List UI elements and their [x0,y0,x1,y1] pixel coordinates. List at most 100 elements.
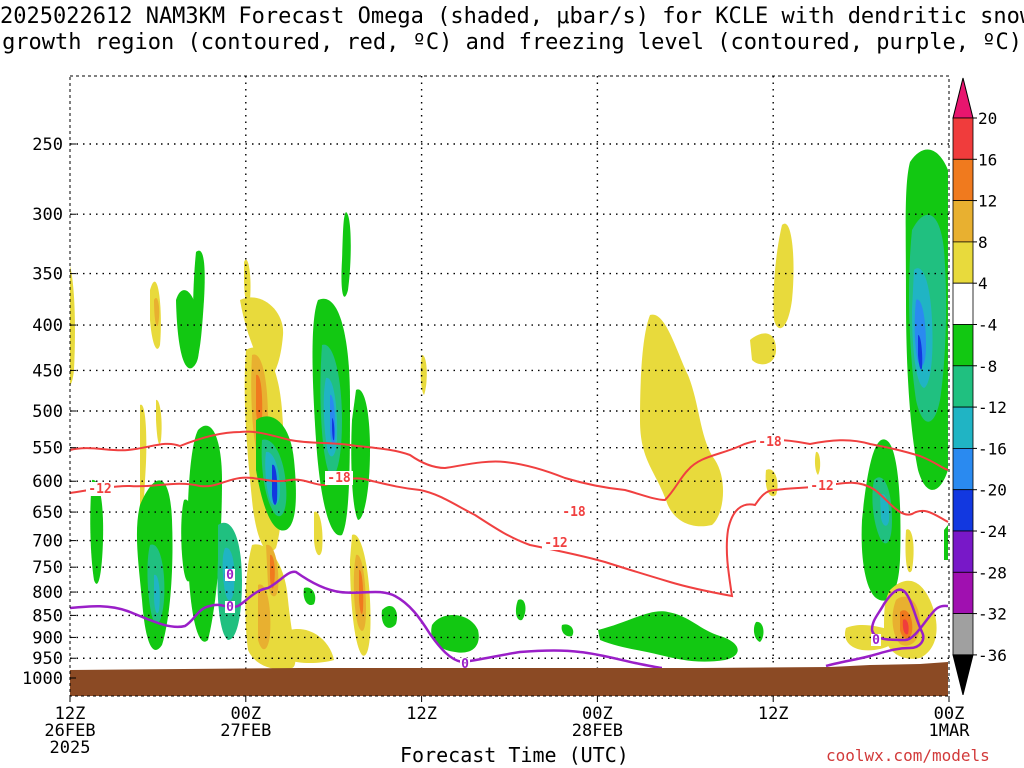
ground-terrain [70,662,948,696]
colorbar-swatch [952,200,974,243]
omega-shade-area [773,223,794,329]
colorbar-label: -36 [978,646,1007,665]
x-tick-label: 12Z [406,704,437,724]
temp-contour-line [70,430,949,502]
y-tick-label: 750 [32,558,63,578]
colorbar-swatch [952,241,974,284]
contour-label-bg [86,482,114,496]
omega-shade-area [905,529,914,573]
y-tick-label: 250 [32,135,63,155]
omega-shade-area [341,212,351,297]
x-tick-label: 00Z [582,704,613,724]
freezing-contour-line [70,570,663,670]
temp-contour-label: -12 [88,482,111,497]
omega-shade-area [902,619,909,635]
x-tick-label: 28FEB [572,721,623,741]
x-tick-label: 2025 [50,738,91,758]
y-tick-label: 1000 [22,669,63,689]
omega-shade-area [420,355,427,395]
contour-label-bg [560,505,588,519]
colorbar: 20 16 12 8 4 -4 -8 -12 -16 -20 -24 -28 -32 -36 [952,77,1007,696]
omega-shade-area [256,374,263,427]
freezing-contour-label: 0 [226,600,234,615]
temperature-contour-labels: -12 -18 -18 -12 -12 -18 [86,435,836,551]
temp-contour-label: -12 [544,536,567,551]
omega-shade-area [245,544,296,670]
omega-shade-area [187,425,222,642]
colorbar-label: -16 [978,439,1007,458]
colorbar-swatch [952,158,974,202]
y-tick-label: 400 [32,316,63,336]
freezing-contour-line [825,588,949,668]
omega-shade-area [314,511,323,556]
omega-shade-area [381,605,398,628]
y-tick-label: 500 [32,402,63,422]
y-tick-label: 450 [32,361,63,381]
omega-shade-area [154,574,160,614]
omega-shade-area [272,464,278,505]
contour-label-bg [808,479,836,493]
x-tick-label: 00Z [934,704,965,724]
omega-shading [70,149,948,670]
colorbar-label: 20 [978,109,997,128]
colorbar-swatch [952,365,974,408]
omega-shade-area [918,334,923,370]
omega-shade-area [431,614,479,653]
omega-shade-area [270,554,275,589]
omega-shade-area [561,624,574,637]
omega-shade-area [90,479,104,584]
colorbar-swatch [952,406,974,449]
freezing-contour-label: 0 [872,633,880,648]
x-axis-label: Forecast Time (UTC) [400,743,629,767]
omega-shade-area [240,297,284,380]
x-tick-label: 12Z [758,704,789,724]
x-tick-label: 26FEB [44,721,95,741]
colorbar-label: 8 [978,233,988,252]
credit-text: coolwx.com/models [826,746,990,765]
temp-contour-label: -12 [810,479,833,494]
omega-shade-area [753,621,764,642]
y-tick-label: 350 [32,265,63,285]
x-tick-label: 1MAR [929,721,971,741]
temp-contour-label: -18 [758,435,782,450]
y-tick-label: 300 [32,205,63,225]
plot-frame [69,75,950,697]
colorbar-label: -4 [978,316,997,335]
freezing-contour-label: 0 [226,568,234,583]
y-tick-label: 650 [32,503,63,523]
y-tick-label: 700 [32,532,63,552]
contour-label-bg [542,536,570,550]
omega-shade-area [814,451,821,475]
colorbar-swatch [952,489,974,532]
omega-shade-area [303,587,316,606]
colorbar-label: -28 [978,563,1007,582]
y-tick-label: 550 [32,439,63,459]
freezing-contour-label: 0 [461,657,469,672]
temp-contour-label: -18 [562,505,586,520]
y-tick-label: 800 [32,583,63,603]
y-axis-ticks: 2503003504004505005506006507007508008509… [22,135,76,689]
y-tick-label: 950 [32,649,63,669]
colorbar-label: -20 [978,481,1007,500]
omega-shade-area [640,314,724,527]
colorbar-swatch [952,117,974,160]
x-tick-label: 12Z [55,704,86,724]
colorbar-label: -32 [978,605,1007,624]
freezing-contour-labels: 0 0 0 0 [225,568,881,672]
colorbar-label: -8 [978,357,997,376]
contour-label-bg [871,634,881,646]
omega-shade-area [944,525,948,560]
colorbar-label: -12 [978,398,1007,417]
colorbar-label: -24 [978,522,1007,541]
contour-label-bg [225,601,235,613]
contour-label-bg [325,471,353,485]
colorbar-swatch [952,324,974,367]
omega-shade-area [156,399,162,444]
colorbar-swatch [952,282,974,325]
omega-shade-area [750,333,776,365]
contour-label-bg [225,569,235,581]
omega-shade-area [290,629,334,663]
colorbar-label: 4 [978,274,988,293]
